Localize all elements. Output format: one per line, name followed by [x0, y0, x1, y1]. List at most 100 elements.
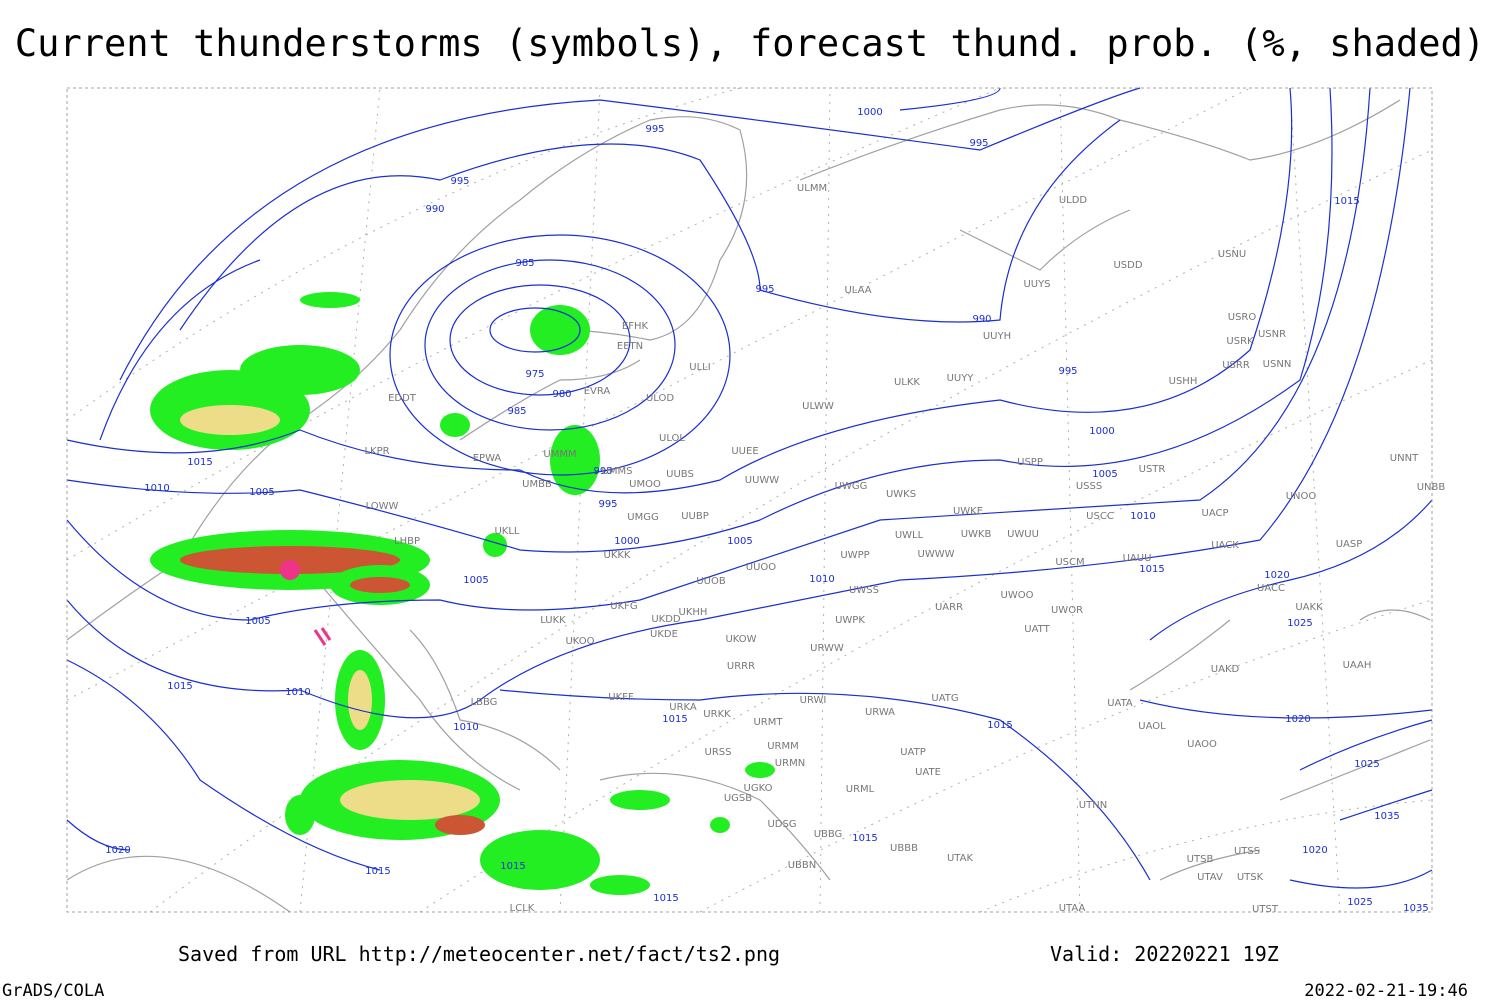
- isobar-label: 1015: [987, 720, 1012, 731]
- station-label: UWSS: [849, 585, 879, 596]
- station-label: UMGG: [627, 512, 658, 523]
- isobar-label: 1005: [245, 616, 270, 627]
- station-label: UNBB: [1417, 482, 1446, 493]
- station-label: ULOD: [646, 393, 674, 404]
- station-label: UAKK: [1295, 602, 1323, 613]
- isobar-label: 1015: [852, 833, 877, 844]
- station-label: URSS: [705, 747, 732, 758]
- station-label: EFHK: [622, 321, 649, 332]
- station-label: UWKS: [886, 489, 916, 500]
- title: Current thunderstorms (symbols), forecas…: [15, 22, 1485, 65]
- isobar-label: 995: [450, 176, 469, 187]
- isobar-label: 985: [507, 406, 526, 417]
- station-label: URMT: [753, 717, 783, 728]
- station-label: LBBG: [471, 697, 498, 708]
- isobars: [66, 87, 1433, 889]
- station-label: UKHH: [679, 607, 708, 618]
- station-label: ULDD: [1059, 195, 1088, 206]
- station-label: UWOO: [1001, 590, 1034, 601]
- station-label: UTNN: [1079, 800, 1107, 811]
- station-label: UUYY: [947, 373, 975, 384]
- isobar-label: 990: [425, 204, 444, 215]
- isobar-label: 1010: [809, 574, 834, 585]
- station-label: UTAV: [1197, 872, 1223, 883]
- isobar-label: 1015: [653, 893, 678, 904]
- station-label: USRK: [1226, 336, 1254, 347]
- station-label: UKFG: [610, 601, 637, 612]
- station-label: EVRA: [584, 386, 611, 397]
- isobar-label: 1000: [614, 536, 639, 547]
- station-label: UAKD: [1211, 664, 1240, 675]
- thunderstorm-shading: [150, 292, 775, 895]
- station-label: UUBS: [666, 469, 694, 480]
- station-label: URRR: [727, 661, 755, 672]
- station-label: UMBB: [522, 479, 552, 490]
- graticule: [66, 87, 1433, 913]
- station-label: UTAA: [1059, 903, 1086, 914]
- station-label: URMM: [767, 741, 799, 752]
- isobar-label: 1020: [1264, 570, 1289, 581]
- station-label: UTSS: [1234, 846, 1260, 857]
- station-label: URKA: [669, 702, 697, 713]
- station-label: ULAA: [844, 285, 871, 296]
- station-label: EPWA: [473, 453, 502, 464]
- valid-time: Valid: 20220221 19Z: [1050, 942, 1279, 966]
- station-label: URKK: [703, 709, 731, 720]
- station-label: LCLK: [510, 903, 535, 914]
- station-label: UATT: [1024, 624, 1050, 635]
- station-label: UACC: [1257, 583, 1285, 594]
- station-label: UATG: [931, 693, 958, 704]
- station-label: UUYS: [1023, 279, 1050, 290]
- isobar-label: 1020: [1302, 845, 1327, 856]
- isobar-label: 1010: [144, 483, 169, 494]
- isobar-label: 1015: [365, 866, 390, 877]
- isobar-label: 1015: [500, 861, 525, 872]
- isobar-label: 1010: [285, 687, 310, 698]
- station-label: URMN: [775, 758, 805, 769]
- isobar-label: 995: [645, 124, 664, 135]
- station-label: UNOO: [1286, 491, 1317, 502]
- station-label: ULKK: [894, 377, 920, 388]
- isobar-label: 1010: [1130, 511, 1155, 522]
- station-label: UACK: [1211, 540, 1239, 551]
- isobar-label: 1035: [1374, 811, 1399, 822]
- station-label: UKLL: [494, 526, 519, 537]
- station-label: UWUU: [1007, 529, 1039, 540]
- station-label: UATA: [1107, 698, 1133, 709]
- credit: GrADS/COLA: [2, 981, 104, 1000]
- isobar-label: 1000: [857, 107, 882, 118]
- station-label: UATP: [900, 747, 926, 758]
- isobar-label: 995: [598, 499, 617, 510]
- isobar-label: 1005: [1092, 469, 1117, 480]
- station-label: UWKE: [953, 506, 983, 517]
- station-label: UKDD: [651, 614, 681, 625]
- isobar-label: 1015: [1139, 564, 1164, 575]
- isobar-label: 985: [515, 258, 534, 269]
- station-label: USNU: [1218, 249, 1246, 260]
- station-label: LOWW: [366, 501, 399, 512]
- station-label: UAOL: [1138, 721, 1166, 732]
- station-label: UGSB: [724, 793, 752, 804]
- station-label: UTST: [1252, 904, 1279, 915]
- station-label: UATE: [915, 767, 941, 778]
- station-label: UMMM: [543, 449, 576, 460]
- station-label: UKDE: [650, 629, 678, 640]
- station-label: USHH: [1169, 376, 1198, 387]
- storm-symbols: [280, 560, 332, 646]
- map-frame: [66, 87, 1433, 913]
- station-label: LHBP: [394, 536, 420, 547]
- station-label: UAUU: [1123, 553, 1152, 564]
- station-label: UWWW: [918, 549, 955, 560]
- isobar-label: 990: [972, 314, 991, 325]
- station-label: UACP: [1202, 508, 1229, 519]
- station-label: UASP: [1336, 539, 1363, 550]
- station-label: UTSK: [1237, 872, 1264, 883]
- station-label: UAOO: [1187, 739, 1217, 750]
- isobar-labels: 995 995 990 985 975 980 985 990 995 1000 1005 1010 1…: [105, 107, 1428, 914]
- station-label: UUWW: [745, 475, 780, 486]
- station-label: UKOW: [725, 634, 756, 645]
- station-label: USTR: [1139, 464, 1166, 475]
- station-label: URWW: [810, 643, 844, 654]
- station-label: USRO: [1228, 312, 1257, 323]
